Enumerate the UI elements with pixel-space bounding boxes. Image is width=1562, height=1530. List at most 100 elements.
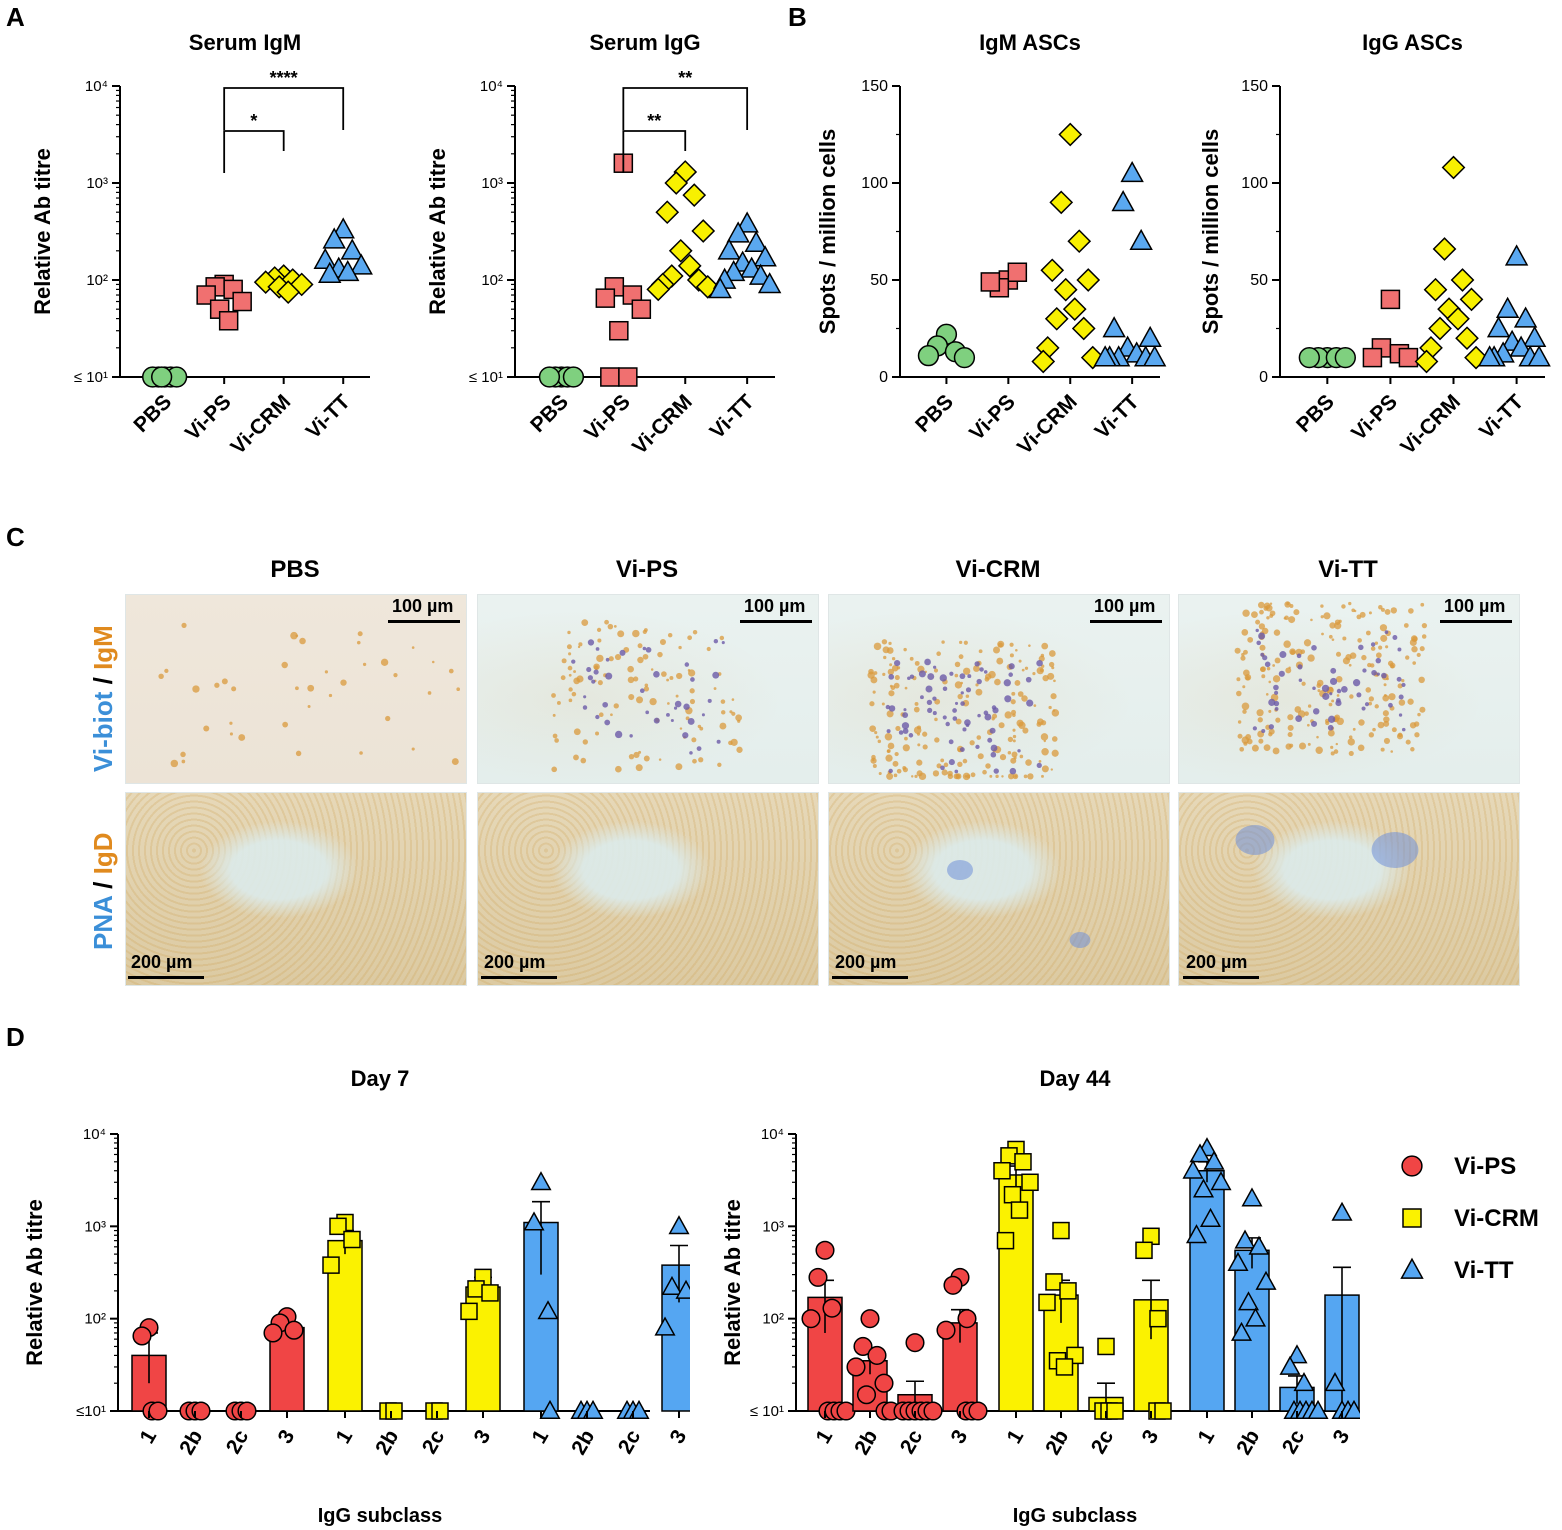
stain-spot-igm <box>872 690 876 694</box>
stain-spot-igm <box>1385 645 1389 649</box>
stain-spot-igm <box>1307 654 1315 662</box>
stain-spot-vi <box>894 659 901 667</box>
x-tick-label: PBS <box>526 390 573 437</box>
stain-spot-vi <box>959 673 966 680</box>
stain-spot-igm <box>1293 609 1300 616</box>
stain-spot-igm <box>1288 616 1296 624</box>
stain-spot-vi <box>1398 713 1403 717</box>
data-point-vi-crm <box>1003 1185 1022 1204</box>
stain-spot-vi <box>687 718 695 725</box>
data-point-vi-crm <box>1055 1358 1074 1376</box>
data-point-vi-ps <box>846 1357 866 1377</box>
stain-spot-igm <box>1033 704 1037 708</box>
stain-spot-vi <box>1003 679 1011 687</box>
stain-spot-igm <box>170 759 179 768</box>
stain-spot-igm <box>1288 666 1291 669</box>
chart-title: IgM ASCs <box>979 30 1081 55</box>
stain-spot-igm <box>1397 683 1403 689</box>
data-point-vi-tt <box>1111 190 1135 212</box>
stain-spot-igm <box>1390 750 1394 753</box>
stain-spot-igm <box>1284 601 1291 608</box>
stain-spot-igm <box>1405 739 1411 745</box>
stain-spot-igm <box>1272 675 1281 683</box>
stain-spot-igm <box>1328 634 1333 639</box>
stain-spot-igm <box>1330 745 1334 749</box>
stain-spot-igm <box>385 715 391 722</box>
stain-spot-igm <box>913 706 920 713</box>
stain-spot-igm <box>632 629 640 638</box>
data-point-vi-crm <box>1135 1241 1153 1260</box>
stain-spot-vi <box>924 658 931 666</box>
stain-spot-igm <box>1349 694 1354 699</box>
stain-spot-igm <box>982 769 987 775</box>
data-point-vi-tt <box>318 261 342 283</box>
stain-spot-igm <box>615 765 622 773</box>
data-point-vi-tt <box>1120 160 1144 183</box>
stain-spot-igm <box>357 631 363 637</box>
data-point-vi-crm <box>1106 1402 1124 1420</box>
stain-spot-vi <box>1321 684 1330 693</box>
stain-spot-igm <box>576 675 584 683</box>
stain-spot-igm <box>1014 774 1018 778</box>
stain-spot-igm <box>914 774 918 778</box>
stain-spot-vi <box>1273 684 1279 691</box>
stain-spot-igm <box>1295 648 1303 656</box>
data-point-vi-crm <box>1014 1153 1032 1171</box>
y-tick-label: ≤ 10¹ <box>469 369 503 386</box>
y-tick-label: 10³ <box>481 175 503 192</box>
stain-spot-vi <box>967 674 972 679</box>
stain-spot-vi <box>932 696 937 701</box>
stain-spot-igm <box>881 639 888 645</box>
y-tick-label: ≤10¹ <box>76 1403 106 1420</box>
stain-spot-igm <box>973 665 980 672</box>
stain-spot-igm <box>886 772 894 780</box>
y-axis-label: Spots / million cells <box>815 129 840 334</box>
stain-spot-igm <box>627 665 634 673</box>
data-point-vi-crm <box>253 270 278 295</box>
stain-spot-vi <box>583 695 587 699</box>
stain-spot-igm <box>1266 616 1270 620</box>
stain-spot-igm <box>1014 680 1021 686</box>
stain-spot-igm <box>941 640 945 644</box>
significance-label: ** <box>678 68 692 88</box>
data-point-vi-crm <box>385 1402 403 1420</box>
stain-spot-igm <box>281 661 288 669</box>
data-point-vi-tt <box>1102 316 1126 338</box>
stain-spot-vi <box>1008 672 1013 677</box>
stain-spot-igm <box>637 643 643 649</box>
significance-label: ** <box>647 111 661 131</box>
stain-spot-vi <box>1268 698 1276 706</box>
stain-spot-igm <box>1303 639 1312 647</box>
micrograph-vi-ps-igd <box>477 792 819 986</box>
stain-spot-igm <box>1051 736 1058 742</box>
stain-spot-igm <box>1258 623 1266 630</box>
stain-spot-igm <box>380 658 389 667</box>
stain-spot-igm <box>959 640 963 645</box>
data-point-vi-crm <box>1067 229 1092 254</box>
stain-spot-vi <box>1329 692 1333 696</box>
stain-spot-vi <box>605 672 613 680</box>
chart-serum-igg: Serum IgG Relative Ab titre ≤ 10¹ 10² 10³ 10⁴… <box>425 30 782 459</box>
stain-spot-vi <box>629 734 633 738</box>
stain-spot-igm <box>643 686 650 692</box>
stain-spot-vi <box>940 765 945 771</box>
stain-spot-igm <box>568 652 572 656</box>
stain-spot-igm <box>1383 716 1390 723</box>
data-point-vi-tt <box>668 1215 690 1235</box>
stain-spot-vi <box>1255 628 1259 633</box>
stain-spot-vi <box>945 721 950 727</box>
data-point-vi-ps <box>801 1309 821 1329</box>
stain-spot-igm <box>894 751 899 757</box>
bar-vi-tt-1 <box>1189 1169 1225 1412</box>
x-tick-label: Vi-PS <box>1347 390 1402 445</box>
stain-spot-vi <box>1274 707 1279 711</box>
stain-spot-vi <box>673 706 678 710</box>
stain-spot-vi <box>1009 767 1017 775</box>
stain-spot-igm <box>1307 704 1312 708</box>
y-tick-label: 10⁴ <box>85 78 108 95</box>
data-point-vi-tt <box>340 238 364 260</box>
data-point-pbs <box>150 366 173 388</box>
stain-spot-igm <box>870 676 878 684</box>
chart-day44-subclass: Day 44 Relative Ab titre IgG subclass ≤ 10¹… <box>720 1066 1360 1527</box>
data-point-vi-ps <box>905 1333 925 1353</box>
